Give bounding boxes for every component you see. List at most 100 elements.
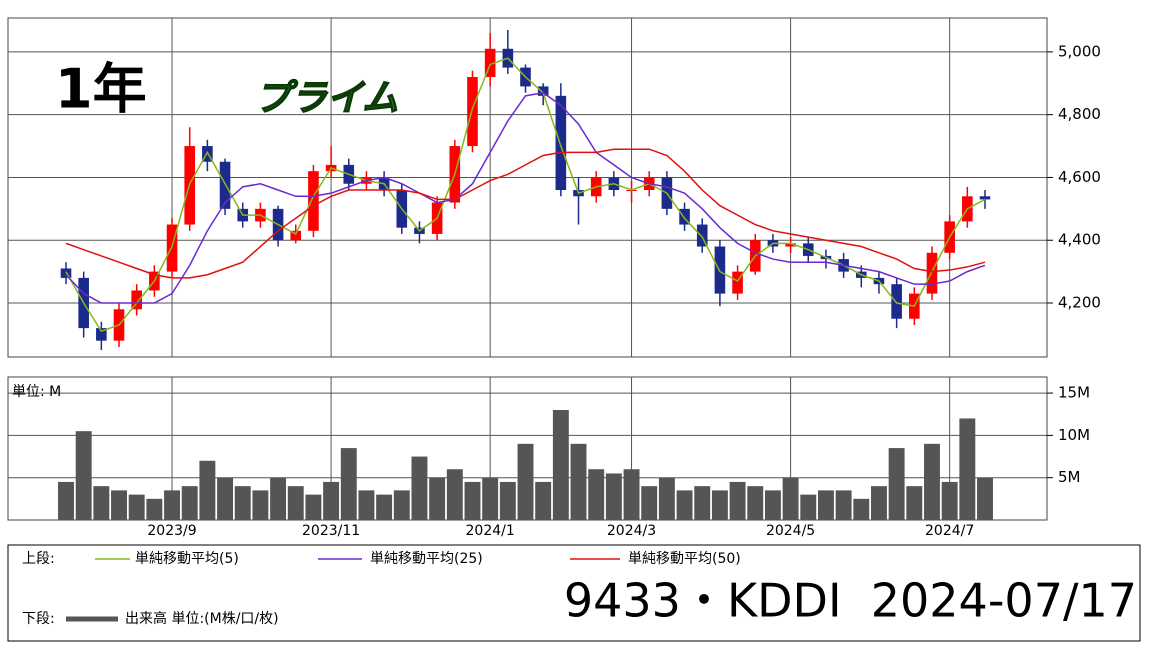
candle-body	[785, 243, 796, 247]
volume-bar	[482, 477, 499, 520]
volume-bar	[517, 443, 534, 520]
volume-bar	[676, 490, 693, 520]
candle-body	[131, 290, 142, 310]
volume-bar	[340, 448, 357, 520]
volume-bar	[817, 490, 834, 520]
candle-body	[484, 48, 496, 78]
candle-body	[467, 77, 478, 147]
legend-prefix: 上段:	[22, 551, 55, 567]
ticker-date: 9433・KDDI 2024-07/17	[564, 574, 1137, 628]
candle-body	[96, 328, 107, 341]
ma-line	[65, 148, 986, 279]
volume-bar	[234, 486, 251, 520]
volume-bar	[658, 477, 675, 520]
legend-box	[7, 544, 1141, 642]
y-tick-label: 4,600	[1058, 168, 1101, 186]
y-tick-label: 15M	[1058, 384, 1090, 402]
volume-bar	[270, 477, 287, 520]
volume-bar	[906, 486, 923, 520]
volume-bar	[146, 498, 163, 520]
volume-bar	[623, 469, 640, 520]
volume-bar	[853, 498, 870, 520]
legend-entry: 単純移動平均(25)	[370, 551, 483, 567]
volume-bar	[782, 477, 799, 520]
y-tick-label: 4,800	[1058, 105, 1101, 123]
candle-body	[696, 224, 708, 247]
volume-bar	[164, 490, 180, 520]
y-tick-label: 5,000	[1058, 42, 1101, 60]
volume-bar	[605, 473, 622, 520]
volume-bar	[959, 418, 976, 520]
volume-bar	[358, 490, 375, 520]
volume-bar	[111, 490, 127, 520]
volume-bar	[376, 494, 393, 520]
volume-bar	[181, 486, 198, 520]
volume-bar	[977, 477, 993, 520]
volume-bar	[411, 456, 428, 520]
legend-entry: 単純移動平均(50)	[628, 551, 741, 567]
y-tick-label: 10M	[1058, 426, 1090, 444]
volume-bar	[871, 486, 887, 520]
legend-entry: 出来高 単位:(M株/口/枚)	[125, 610, 279, 627]
candle-body	[891, 284, 902, 319]
y-tick-label: 4,200	[1058, 294, 1101, 312]
volume-bar	[941, 481, 958, 520]
ma-line	[65, 57, 986, 333]
volume-bar	[93, 486, 110, 520]
volume-bar	[747, 486, 764, 520]
candle-body	[290, 230, 302, 241]
volume-bar	[552, 410, 569, 520]
candle-body	[732, 271, 743, 294]
candle-body	[60, 268, 72, 278]
x-tick-label: 2024/5	[766, 523, 815, 539]
candle-body	[537, 86, 549, 96]
candle-body	[679, 208, 690, 225]
candle-body	[555, 95, 567, 191]
marks	[58, 29, 993, 520]
candle-body	[219, 161, 231, 209]
volume-bar	[499, 481, 516, 520]
unit-label: 単位: M	[12, 384, 61, 400]
volume-bar	[252, 490, 269, 520]
x-tick-label: 2023/9	[147, 523, 196, 539]
volume-bar	[729, 481, 746, 520]
volume-bar	[711, 490, 728, 520]
volume-bar	[694, 486, 711, 520]
volume-bar	[835, 490, 852, 520]
volume-bar	[924, 443, 940, 520]
legend-prefix: 下段:	[22, 611, 55, 627]
x-tick-label: 2024/3	[607, 523, 656, 539]
volume-bar	[128, 494, 145, 520]
candle-body	[979, 196, 991, 200]
volume-bar	[800, 494, 817, 520]
volume-bar	[287, 486, 304, 520]
x-tick-label: 2024/1	[466, 523, 515, 539]
volume-bar	[764, 490, 781, 520]
period-label: 1年	[55, 58, 147, 121]
y-tick-label: 5M	[1058, 468, 1081, 486]
volume-bar	[429, 477, 446, 520]
volume-bar	[217, 477, 234, 520]
volume-bar	[570, 443, 587, 520]
volume-bar	[58, 481, 74, 520]
volume-bar	[888, 448, 905, 520]
ma-line	[65, 91, 986, 304]
x-tick-label: 2024/7	[925, 523, 974, 539]
x-tick-label: 2023/11	[302, 523, 360, 539]
market-label: プライム	[255, 78, 398, 119]
volume-bar	[535, 481, 552, 520]
volume-bar	[446, 469, 463, 520]
volume-bar	[393, 490, 410, 520]
volume-bar	[464, 481, 481, 520]
candle-body	[308, 171, 319, 231]
candle-body	[202, 146, 213, 162]
volume-bar	[199, 460, 216, 520]
volume-bar	[323, 481, 340, 520]
legend-entry: 単純移動平均(5)	[135, 551, 239, 567]
volume-bar	[641, 486, 658, 520]
y-tick-label: 4,400	[1058, 231, 1101, 249]
volume-bar	[75, 431, 92, 520]
volume-bar	[588, 469, 605, 520]
